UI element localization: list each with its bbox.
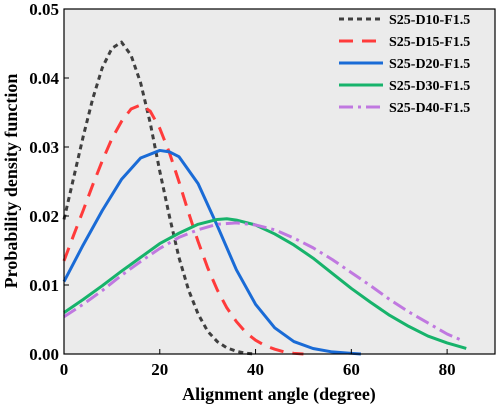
x-tick-label: 60 <box>343 360 360 379</box>
legend-label-s25-d15-f1-5: S25-D15-F1.5 <box>389 35 470 50</box>
y-tick-label: 0.04 <box>29 69 59 88</box>
legend-label-s25-d10-f1-5: S25-D10-F1.5 <box>389 13 470 28</box>
x-axis-title: Alignment angle (degree) <box>182 384 376 405</box>
series-line-s25-d20-f1-5 <box>62 148 362 356</box>
series-line-s25-d15-f1-5 <box>62 103 304 356</box>
series-layer <box>62 40 467 356</box>
series-line-s25-d40-f1-5 <box>63 221 463 342</box>
x-tick-label: 20 <box>151 360 168 379</box>
y-tick-label: 0.03 <box>29 138 59 157</box>
y-tick-label: 0.02 <box>29 207 59 226</box>
y-tick-label: 0.01 <box>29 276 59 295</box>
x-tick-label: 80 <box>439 360 456 379</box>
plot-area-frame <box>63 8 496 355</box>
y-tick-label: 0.00 <box>29 345 59 364</box>
y-ticks: 0.00 0.01 0.02 0.03 0.04 0.05 <box>29 0 69 364</box>
legend-label-s25-d20-f1-5: S25-D20-F1.5 <box>389 57 470 72</box>
series-line-s25-d10-f1-5 <box>62 40 256 356</box>
legend: S25-D10-F1.5 S25-D15-F1.5 S25-D20-F1.5 S25-… <box>339 13 470 116</box>
y-axis-title: Probability density function <box>1 74 21 289</box>
x-ticks: 0 20 40 60 80 <box>60 349 456 379</box>
y-tick-label: 0.05 <box>29 0 59 19</box>
x-tick-label: 40 <box>247 360 264 379</box>
x-tick-label: 0 <box>60 360 69 379</box>
legend-label-s25-d40-f1-5: S25-D40-F1.5 <box>389 101 470 116</box>
legend-label-s25-d30-f1-5: S25-D30-F1.5 <box>389 79 470 94</box>
